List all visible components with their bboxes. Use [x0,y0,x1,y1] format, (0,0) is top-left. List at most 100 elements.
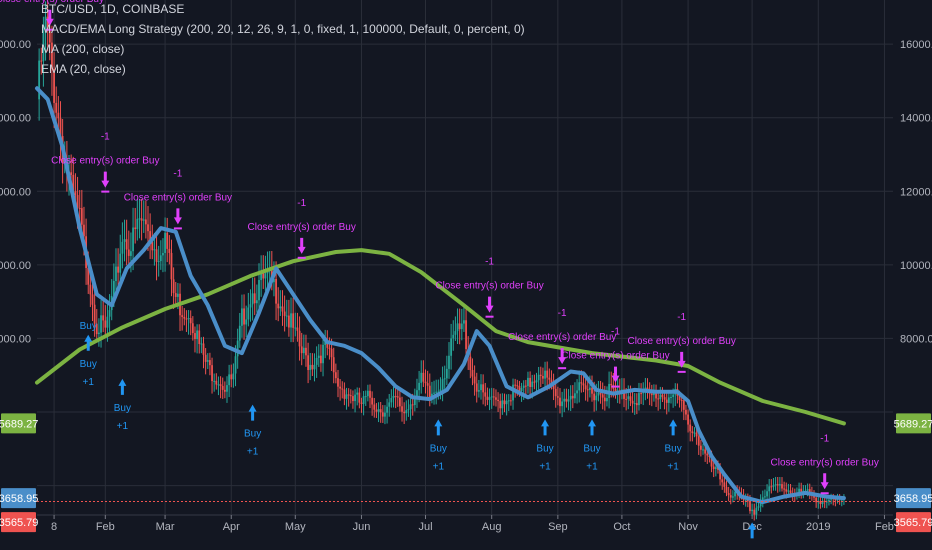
candle-body [168,248,171,253]
candle-body [375,409,378,412]
candle-body [554,388,557,397]
candle-body [480,384,482,391]
candle-body [710,457,713,467]
candle-body [505,400,508,405]
y-tick-label-right: 14000.00 [900,113,932,125]
candle-body [574,393,576,399]
candle-body [561,401,564,407]
candle-body [627,396,630,399]
candle-body [80,208,83,225]
price-badges: 5689.27 5689.27 3658.95 3658.95 3565.79 3565.… [0,413,932,533]
candle-body [452,334,455,339]
indicator-lines [35,86,846,505]
candle-body [761,497,764,501]
candle-body [667,397,670,403]
buy-qty: +1 [247,447,259,458]
candle-body [377,409,380,412]
candle-body [215,380,218,385]
candle-body [582,383,585,386]
candle-body [273,279,275,283]
candle-body [591,387,593,394]
buy-label: Buy [430,443,447,454]
close-qty: -1 [297,198,306,209]
candles [38,0,845,521]
candle-body [757,506,760,508]
candle-body [744,500,747,502]
candle-body [209,360,211,366]
candle-body [121,241,124,254]
candle-body [337,378,339,387]
candle-body [529,377,532,387]
ma-value-badge-left [1,413,36,434]
candle-body [623,389,625,399]
candle-body [91,294,94,305]
candle-body [691,431,694,434]
x-tick-label: Sep [548,521,568,533]
candle-body [166,232,169,249]
ma-legend[interactable]: MA (200, close) [41,42,125,56]
buy-qty: +1 [83,377,95,388]
candle-body [217,384,220,386]
ema-value-badge-left [1,488,36,509]
candle-body [450,338,453,356]
candle-body [509,400,512,402]
candle-body [302,347,305,354]
candle-body [774,484,777,486]
symbol-title[interactable]: BTC/USD, 1D, COINBASE [41,2,185,16]
candle-body [516,385,519,387]
strategy-legend[interactable]: MACD/EMA Long Strategy (200, 20, 12, 26,… [41,22,525,36]
buy-label: Buy [665,443,682,454]
candle-body [249,304,252,308]
strategy-signals: Buy +1 Buy Buy +1 Buy +1 Buy +1 Buy +1 Buy +1 Buy +1 Cl… [0,0,879,539]
candle-body [603,397,606,402]
candle-body [234,356,237,374]
candle-body [354,394,356,402]
close-arrow-icon [45,9,54,26]
candle-body [815,497,818,503]
candle-body [388,402,391,407]
candle-body [475,383,478,392]
candle-body [51,42,53,69]
ema-legend[interactable]: EMA (20, close) [41,62,126,76]
x-tick-label: Jul [418,521,432,533]
candle-body [243,308,245,325]
candle-body [697,436,700,446]
candle-body [661,394,664,398]
y-tick-label-right: 8000.00 [900,333,932,345]
candle-body [352,396,354,402]
candle-body [689,424,692,432]
candle-body [599,392,602,395]
close-arrow-icon [677,351,686,368]
candle-body [366,390,369,397]
candle-body [416,390,418,400]
candle-body [680,400,683,402]
y-tick-label-left: 16000.00 [0,39,31,51]
candle-body [390,398,393,403]
candle-body [398,397,401,407]
candle-body [823,500,826,503]
x-axis: 8FebMarAprMayJunJulAugSepOctNovDec2019Fe… [37,514,894,533]
close-label: Close entry(s) order Buy [51,156,159,167]
candle-body [136,218,139,230]
candle-body [247,307,250,320]
candle-body [770,486,773,488]
buy-qty: +1 [117,421,129,432]
candle-body [753,509,756,515]
close-label: Close entry(s) order Buy [627,336,735,347]
x-tick-label: Nov [678,521,698,533]
candle-body [563,398,566,402]
candle-body [465,320,467,350]
candle-body [576,390,578,394]
candle-body [386,406,388,413]
candle-body [232,373,235,380]
candle-body [808,489,811,493]
candle-body [751,509,754,512]
candle-body [384,412,386,417]
candle-body [112,280,115,296]
buy-label: Buy [536,443,553,454]
candle-body [435,391,438,393]
candle-body [221,385,224,390]
candle-body [46,16,49,31]
close-arrow-icon [558,348,567,365]
